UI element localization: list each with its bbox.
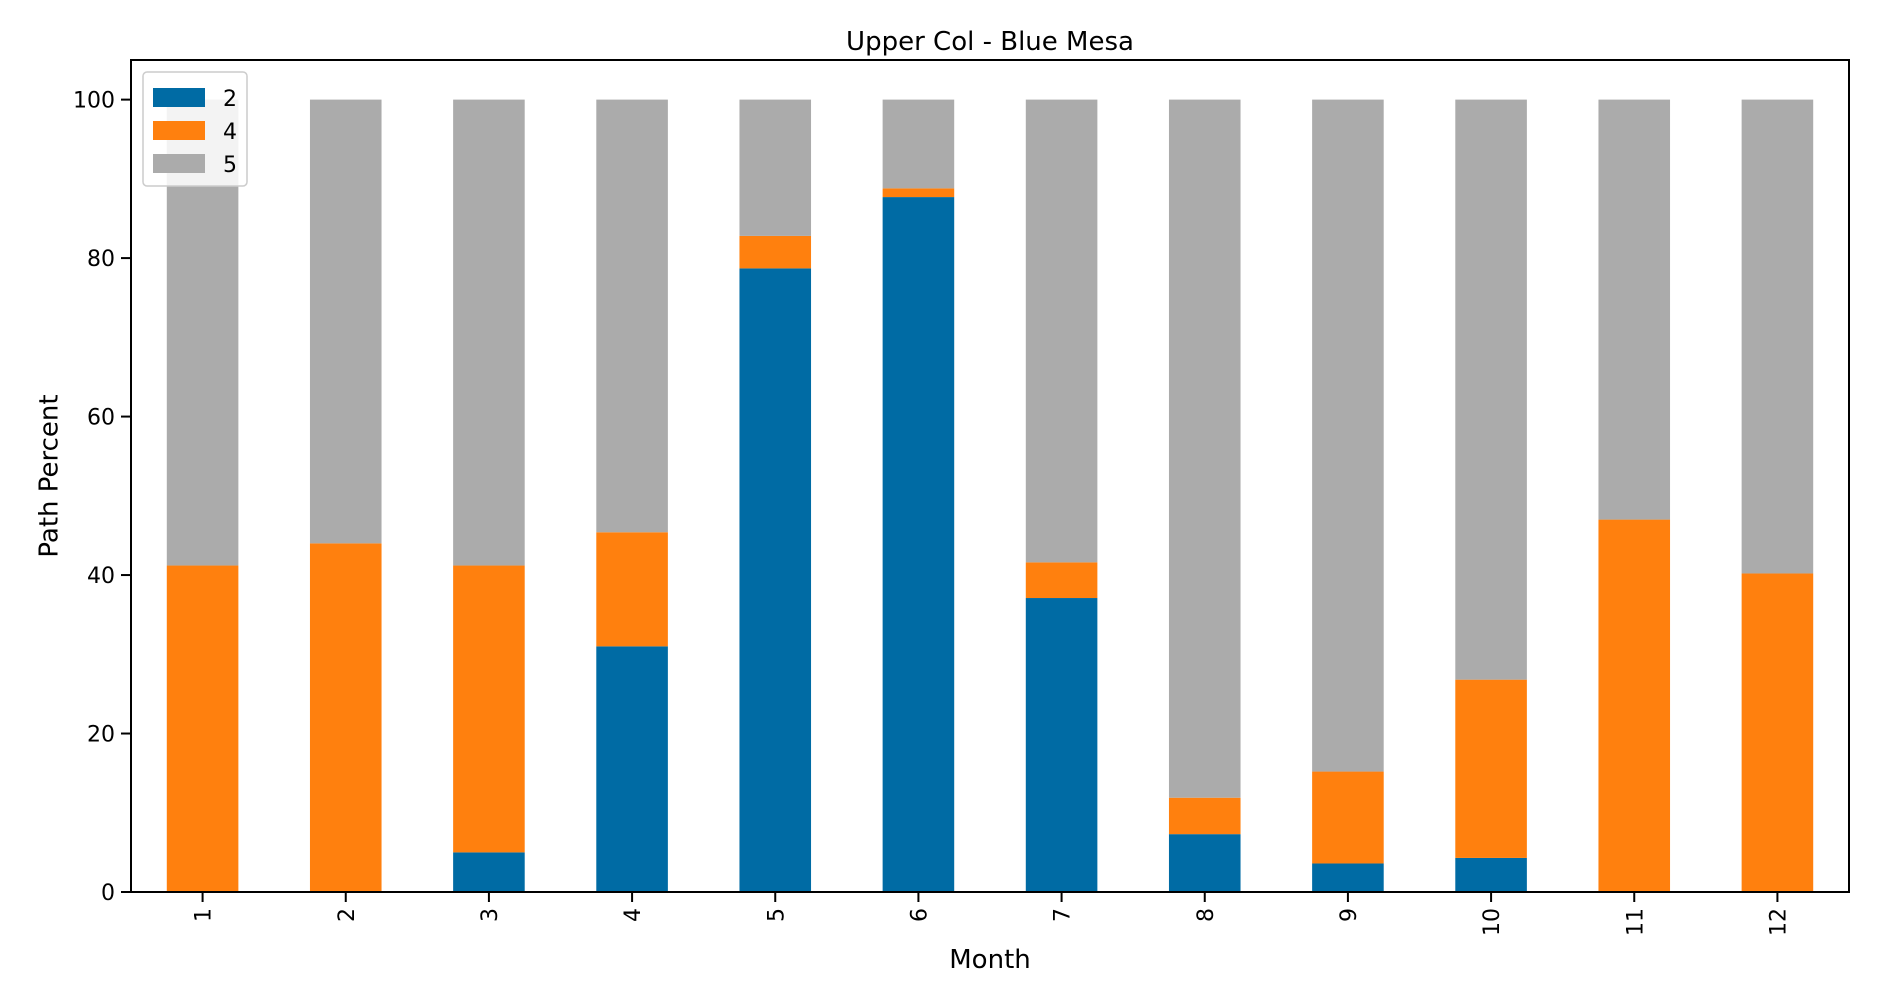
bar-month-10-series-4 [1455,679,1527,858]
legend-label-5: 5 [223,153,237,178]
x-axis-label: Month [949,945,1031,975]
bar-month-6-series-4 [882,188,955,198]
bar-month-7-series-5 [1025,99,1098,563]
legend-label-2: 2 [223,87,237,112]
y-tick-label: 60 [87,406,115,431]
legend-label-4: 4 [223,120,237,145]
legend-swatch-2 [153,88,205,107]
x-axis: 1 2 3 4 5 6 7 8 9 10 11 12 [192,892,1791,936]
y-axis: 0 20 40 60 80 100 [73,89,131,906]
chart-title: Upper Col - Blue Mesa [846,27,1134,57]
bar-month-11-series-5 [1598,99,1671,520]
bar-month-9-series-5 [1312,99,1384,772]
x-tick-label: 1 [192,908,217,922]
y-tick-label: 20 [87,723,115,748]
legend-swatch-5 [153,154,205,173]
bar-month-10-series-2 [1455,857,1527,892]
y-tick-label: 0 [101,881,115,906]
bar-month-2-series-4 [309,543,382,892]
bar-month-3-series-5 [453,99,525,566]
x-tick-label: 2 [335,908,360,922]
bar-month-8-series-5 [1168,99,1241,798]
x-tick-label: 12 [1766,908,1791,936]
bar-month-7-series-4 [1025,562,1098,599]
bars-layer [166,99,1814,892]
bar-month-4-series-4 [596,532,668,647]
bar-month-11-series-4 [1598,519,1671,892]
bar-month-10-series-5 [1455,99,1527,680]
x-tick-label: 9 [1337,908,1362,922]
bar-month-1-series-4 [166,565,239,892]
y-tick-label: 40 [87,564,115,589]
x-tick-label: 10 [1480,908,1505,936]
x-tick-label: 3 [478,908,503,922]
bar-month-5-series-2 [739,268,812,892]
legend: 2 4 5 [142,71,248,187]
bar-month-12-series-5 [1741,99,1814,574]
bar-month-8-series-2 [1168,834,1241,892]
x-tick-label: 11 [1623,908,1648,936]
x-tick-label: 4 [621,908,646,922]
bar-month-12-series-4 [1741,573,1814,892]
bar-month-8-series-4 [1168,797,1241,835]
x-tick-label: 8 [1194,908,1219,922]
x-tick-label: 7 [1051,908,1076,922]
y-tick-label: 80 [87,247,115,272]
bar-month-4-series-2 [596,646,668,892]
y-tick-label: 100 [73,89,115,114]
bar-month-6-series-5 [882,99,955,189]
legend-swatch-4 [153,121,205,140]
bar-month-3-series-4 [453,565,525,853]
plot-frame [130,59,1850,893]
x-tick-label: 6 [907,908,932,922]
bar-month-9-series-2 [1312,863,1384,892]
bar-month-5-series-5 [739,99,812,236]
y-axis-label: Path Percent [35,394,65,557]
bar-month-7-series-2 [1025,598,1098,892]
bar-month-4-series-5 [596,99,668,533]
bar-month-2-series-5 [309,99,382,544]
x-tick-label: 5 [764,908,789,922]
bar-month-5-series-4 [739,235,812,269]
bar-month-6-series-2 [882,197,955,892]
bar-month-9-series-4 [1312,771,1384,864]
bar-month-3-series-2 [453,852,525,892]
